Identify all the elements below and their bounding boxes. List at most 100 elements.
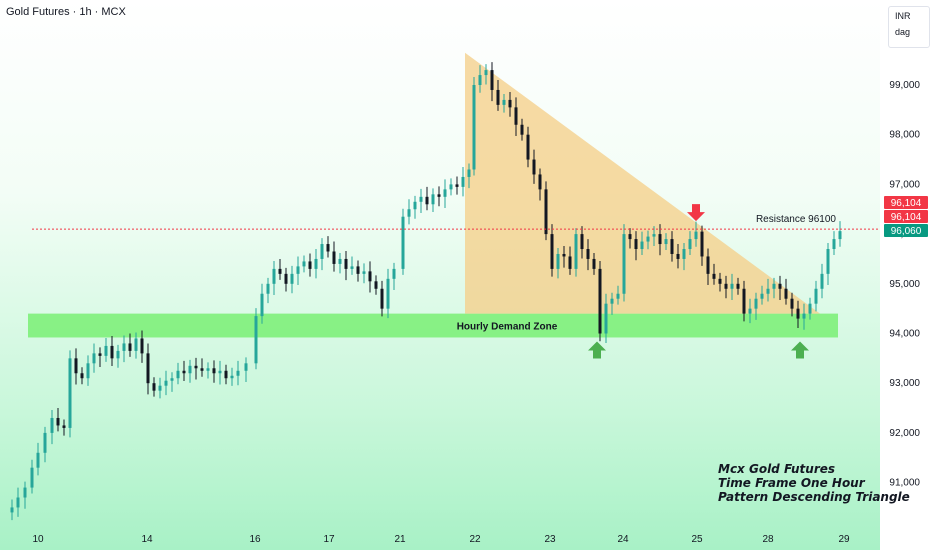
candle-body xyxy=(230,375,234,379)
candle-body xyxy=(36,452,40,468)
candle-body xyxy=(724,283,728,289)
candle-body xyxy=(368,271,372,282)
currency-unit-button[interactable]: INR dag xyxy=(888,6,930,48)
candle-body xyxy=(290,273,294,284)
candle-body xyxy=(380,288,384,309)
candle-body xyxy=(640,241,644,250)
x-tick-label: 23 xyxy=(544,534,556,545)
candle-body xyxy=(266,283,270,294)
candle-body xyxy=(568,256,572,269)
candle-body xyxy=(694,231,698,240)
candle-body xyxy=(188,365,192,374)
candle-body xyxy=(278,268,282,274)
candle-body xyxy=(610,298,614,304)
candle-body xyxy=(712,273,716,279)
y-tick-label: 99,000 xyxy=(889,80,920,91)
price-axis-background xyxy=(880,0,932,550)
candle-body xyxy=(332,251,336,264)
candle-body xyxy=(544,189,548,235)
candle-body xyxy=(86,363,90,379)
candle-body xyxy=(461,176,465,187)
price-tag-label: 96,060 xyxy=(891,226,922,237)
candle-body xyxy=(296,266,300,274)
candle-body xyxy=(796,308,800,319)
candle-body xyxy=(254,316,258,364)
overlay-layer: Resistance 96100 Hourly Demand Zone xyxy=(32,204,880,359)
chart-title: Gold Futures · 1h · MCX xyxy=(6,6,126,18)
candle-body xyxy=(158,385,162,391)
price-tag-box xyxy=(884,210,928,223)
zone-layer xyxy=(28,52,838,338)
x-tick-label: 17 xyxy=(323,534,335,545)
candle-body xyxy=(646,236,650,242)
x-tick-label: 10 xyxy=(32,534,44,545)
candle-body xyxy=(314,258,318,269)
price-tags: 96,104 96,104 96,060 xyxy=(884,196,928,237)
candle-body xyxy=(182,370,186,374)
candle-body xyxy=(413,201,417,210)
candle-body xyxy=(200,368,204,371)
candle-body xyxy=(407,209,411,217)
candle-body xyxy=(490,70,494,90)
y-tick-label: 95,000 xyxy=(889,279,920,290)
x-tick-label: 14 xyxy=(141,534,153,545)
candle-body xyxy=(676,253,680,259)
candle-body xyxy=(526,134,530,160)
candle-body xyxy=(562,253,566,257)
triangle-pattern xyxy=(465,52,820,314)
x-tick-label: 16 xyxy=(249,534,261,545)
candle-body xyxy=(496,89,500,105)
candle-body xyxy=(134,338,138,351)
candle-body xyxy=(206,368,210,371)
candle-body xyxy=(736,283,740,289)
candle-body xyxy=(574,234,578,269)
candle-body xyxy=(622,234,626,294)
candle-body xyxy=(43,432,47,453)
y-tick-label: 94,000 xyxy=(889,329,920,340)
candle-body xyxy=(302,261,306,267)
candle-body xyxy=(356,266,360,274)
support-arrow-up-icon-2 xyxy=(791,341,809,359)
candle-body xyxy=(748,308,752,314)
price-tag-box xyxy=(884,196,928,209)
candle-body xyxy=(74,358,78,374)
candle-body xyxy=(754,298,758,309)
y-axis: 91,00092,00093,00094,00095,00096,00097,0… xyxy=(889,80,920,489)
demand-zone-label: Hourly Demand Zone xyxy=(457,322,558,333)
candle-body xyxy=(520,124,524,135)
candle-body xyxy=(218,370,222,374)
candle-body xyxy=(706,256,710,274)
candle-body xyxy=(431,194,435,205)
candle-body xyxy=(23,487,27,498)
candle-body xyxy=(92,353,96,364)
candle-body xyxy=(670,239,674,254)
candle-body xyxy=(778,283,782,289)
candle-body xyxy=(338,258,342,264)
candle-body xyxy=(194,365,198,369)
support-arrow-up-icon-1 xyxy=(588,341,606,359)
currency-label: INR xyxy=(895,11,911,21)
candle-body xyxy=(128,343,132,351)
price-tag-box xyxy=(884,224,928,237)
candle-body xyxy=(628,234,632,240)
candle-body xyxy=(784,288,788,299)
candle-body xyxy=(170,378,174,381)
candle-body xyxy=(664,239,668,245)
candle-body xyxy=(344,258,348,269)
candle-body xyxy=(272,268,276,284)
candle-body xyxy=(419,196,423,202)
candle-body xyxy=(16,497,20,508)
candle-body xyxy=(652,234,656,237)
price-tag-label: 96,104 xyxy=(891,198,922,209)
candle-body xyxy=(832,239,836,250)
candle-body xyxy=(478,75,482,85)
candle-body xyxy=(658,234,662,245)
candle-body xyxy=(320,244,324,259)
candle-body xyxy=(116,350,120,359)
candle-body xyxy=(386,278,390,309)
candles-layer xyxy=(10,62,842,521)
candle-body xyxy=(104,345,108,356)
x-axis: 10 14 16 17 21 22 23 24 25 28 29 xyxy=(32,534,850,545)
demand-zone-rect xyxy=(28,313,838,338)
